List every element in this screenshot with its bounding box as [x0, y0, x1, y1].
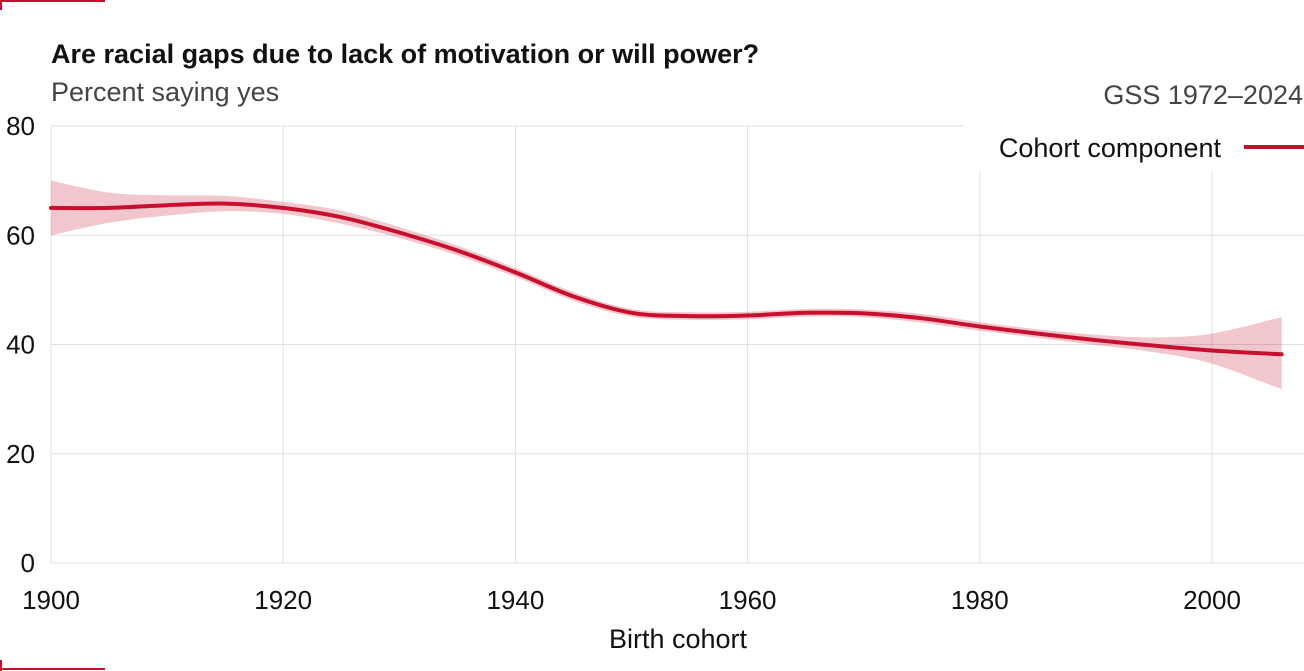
corner-marks	[0, 0, 105, 671]
chart-source: GSS 1972–2024	[1103, 80, 1303, 110]
legend-label-cohort-component: Cohort component	[999, 133, 1222, 163]
x-tick-label-2000: 2000	[1183, 585, 1241, 615]
x-tick-label-1960: 1960	[719, 585, 777, 615]
y-tick-label-0: 0	[21, 548, 35, 578]
chart-subtitle: Percent saying yes	[51, 77, 279, 107]
y-tick-label-80: 80	[6, 111, 35, 141]
legend: Cohort component	[965, 125, 1304, 171]
confidence-band	[51, 180, 1282, 390]
grid	[50, 125, 1304, 564]
x-axis-ticks: 1900 1920 1940 1960 1980 2000	[22, 585, 1241, 615]
x-tick-label-1940: 1940	[486, 585, 544, 615]
chart-title: Are racial gaps due to lack of motivatio…	[51, 39, 759, 69]
x-tick-label-1900: 1900	[22, 585, 80, 615]
series-line	[49, 201, 1284, 357]
y-tick-label-60: 60	[6, 220, 35, 250]
x-tick-label-1920: 1920	[254, 585, 312, 615]
x-axis-label: Birth cohort	[609, 624, 748, 654]
y-axis-ticks: 0 20 40 60 80	[6, 111, 35, 578]
confidence-band-0	[51, 180, 1282, 390]
y-tick-label-20: 20	[6, 439, 35, 469]
x-tick-label-1980: 1980	[951, 585, 1009, 615]
series-line-cohort-component	[49, 201, 1284, 357]
y-tick-label-40: 40	[6, 330, 35, 360]
